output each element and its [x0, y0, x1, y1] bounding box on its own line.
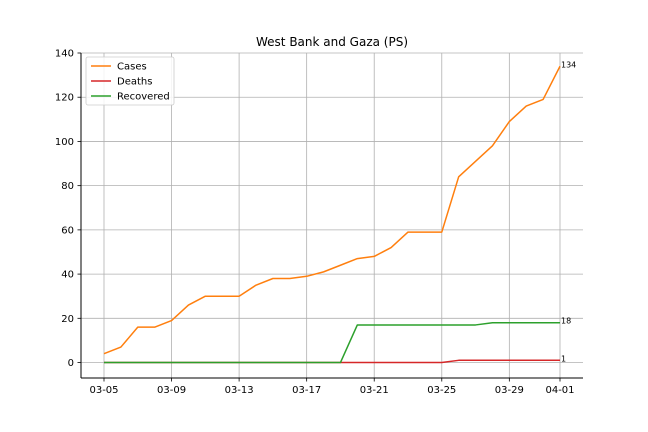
y-tick-label: 60 — [61, 225, 74, 236]
series-lines — [103, 65, 561, 364]
grid-lines — [81, 52, 583, 378]
legend: Cases Deaths Recovered — [85, 56, 175, 106]
legend-label-recovered: Recovered — [117, 92, 170, 103]
x-tick-label: 04-01 — [545, 385, 574, 396]
x-tick-label: 03-05 — [89, 385, 118, 396]
legend-label-cases: Cases — [117, 62, 147, 73]
x-tick-label: 03-13 — [225, 385, 254, 396]
legend-label-deaths: Deaths — [117, 77, 152, 88]
x-tick-label: 03-25 — [427, 385, 456, 396]
y-tick-label: 100 — [55, 137, 74, 148]
y-tick-label: 40 — [61, 270, 74, 281]
end-label-deaths: 1 — [561, 354, 566, 363]
legend-box — [85, 56, 175, 106]
x-tick-label: 03-17 — [292, 385, 321, 396]
y-tick-label: 0 — [68, 358, 74, 369]
chart-title: West Bank and Gaza (PS) — [256, 35, 408, 49]
x-tick-label: 03-29 — [495, 385, 524, 396]
y-tick-label: 140 — [55, 49, 74, 60]
x-axis-ticks: 03-05 03-09 03-13 03-17 03-21 03-25 03-29 04-01 — [89, 378, 575, 396]
series-line-recovered — [104, 321, 560, 364]
y-tick-label: 120 — [55, 93, 74, 104]
axes — [80, 53, 583, 379]
y-axis-ticks: 0 20 40 60 80 100 120 140 — [55, 49, 81, 369]
end-label-cases: 134 — [561, 60, 576, 69]
series-line-cases — [103, 65, 561, 355]
x-tick-label: 03-09 — [157, 385, 186, 396]
x-tick-label: 03-21 — [360, 385, 389, 396]
y-tick-label: 20 — [61, 314, 74, 325]
end-labels: 134 1 18 — [561, 60, 576, 363]
y-tick-label: 80 — [61, 181, 74, 192]
end-label-recovered: 18 — [561, 317, 571, 326]
